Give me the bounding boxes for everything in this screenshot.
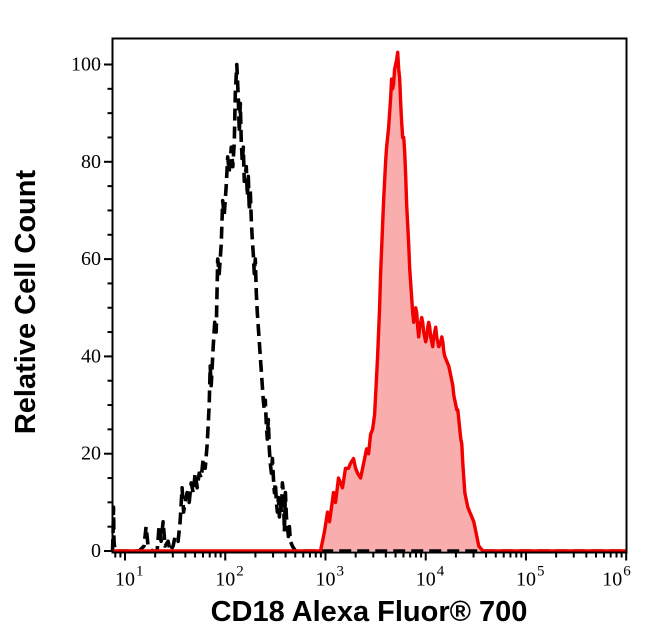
y-tick-label: 20 — [81, 443, 101, 465]
series-line-unstained-control — [110, 62, 627, 553]
y-tick-label: 60 — [81, 248, 101, 270]
x-tick-label-exponent: 1 — [136, 564, 144, 580]
x-tick-label-base: 10 — [602, 569, 622, 591]
y-tick-label: 0 — [91, 540, 101, 562]
plot-frame — [111, 37, 628, 554]
y-tick-label: 80 — [81, 151, 101, 173]
y-tick-label: 100 — [71, 54, 101, 76]
x-tick-label-exponent: 3 — [336, 564, 344, 580]
x-tick-label-base: 10 — [416, 569, 436, 591]
x-tick-label-base: 10 — [115, 569, 135, 591]
y-axis-title: Relative Cell Count — [10, 169, 42, 435]
x-tick-label-exponent: 4 — [437, 564, 445, 580]
x-tick-label-base: 10 — [215, 569, 235, 591]
y-tick-label: 40 — [81, 345, 101, 367]
x-tick-label-exponent: 5 — [537, 564, 545, 580]
x-tick-label-exponent: 2 — [236, 564, 244, 580]
series-fill-CD18-stained — [112, 52, 627, 552]
x-tick-label-base: 10 — [315, 569, 335, 591]
x-axis-title: CD18 Alexa Fluor® 700 — [210, 596, 528, 628]
x-tick-label-base: 10 — [516, 569, 536, 591]
x-tick-label-exponent: 6 — [623, 564, 631, 580]
series-line-CD18-stained — [112, 50, 627, 553]
